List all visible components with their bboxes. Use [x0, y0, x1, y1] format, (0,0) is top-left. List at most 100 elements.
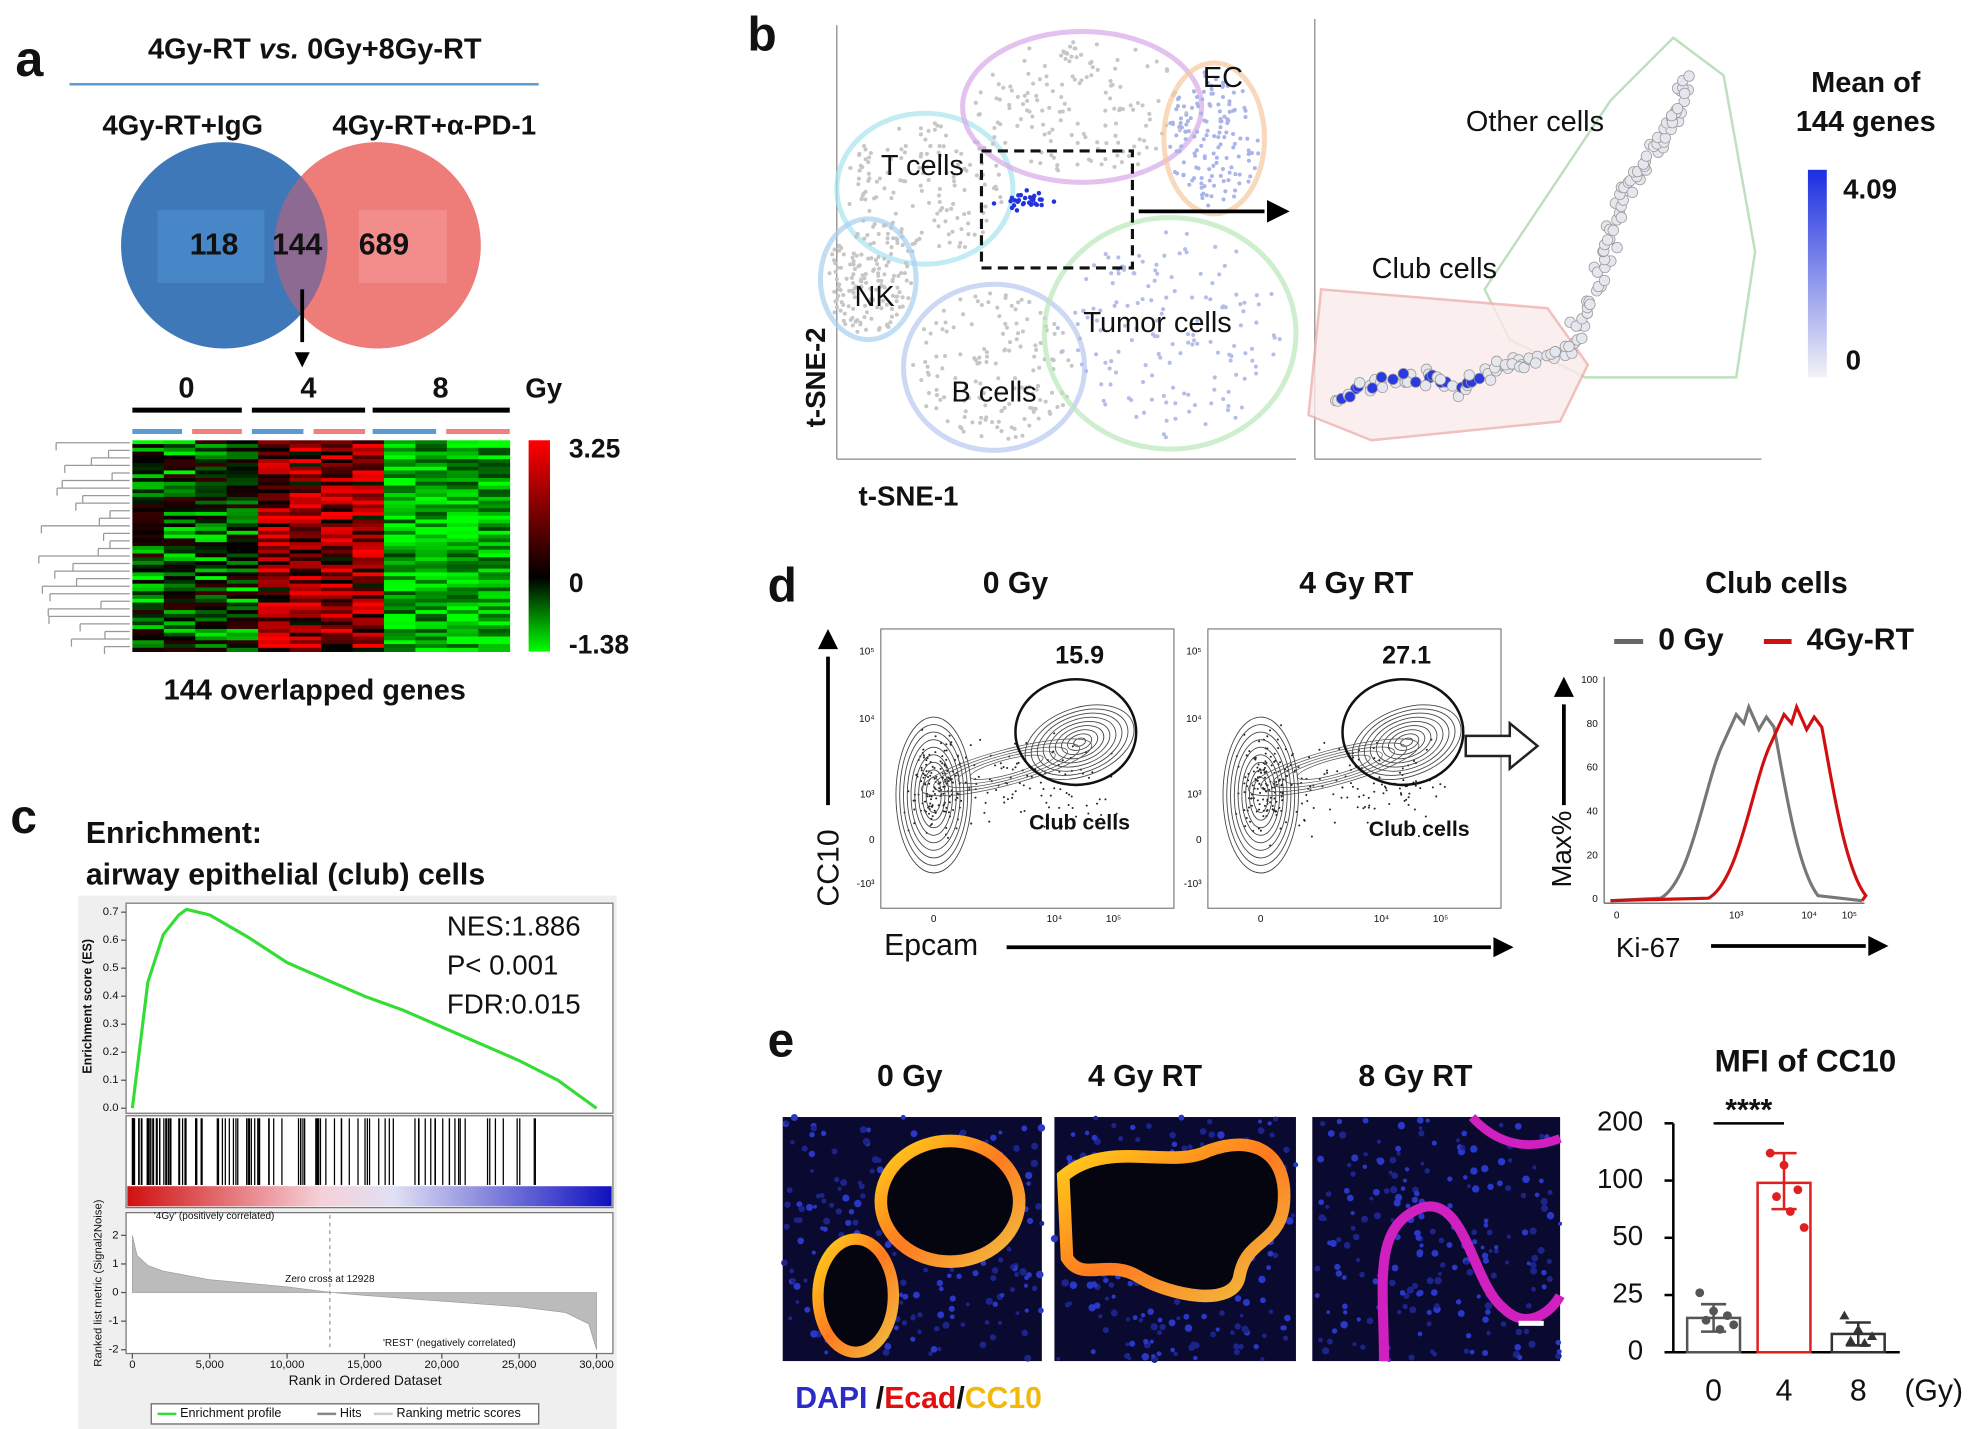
event-dot [1258, 803, 1261, 806]
cell-dot [981, 391, 986, 396]
heatmap-cell [163, 444, 196, 449]
nucleus [1269, 1132, 1275, 1138]
cell-dot [1016, 300, 1021, 305]
nucleus [1340, 1321, 1348, 1329]
nucleus [1483, 1218, 1489, 1224]
cell-dot [1042, 63, 1047, 68]
heatmap-cell [446, 553, 479, 558]
nucleus [1234, 1323, 1241, 1330]
cell-dot [1145, 64, 1150, 69]
heatmap-cell [195, 542, 228, 547]
event-dot [1011, 768, 1014, 771]
nucleus [1258, 1275, 1266, 1284]
event-dot [1407, 796, 1410, 799]
nucleus [1397, 1121, 1406, 1130]
chart-subtitle: airway epithelial (club) cells [86, 859, 485, 892]
heatmap-cell [258, 511, 290, 517]
heatmap-cell [132, 628, 165, 634]
cell-dot [1213, 77, 1218, 82]
event-dot [1250, 797, 1253, 800]
cell-dot [951, 201, 956, 206]
event-dot [931, 804, 934, 807]
heatmap-cell [195, 576, 228, 581]
event-dot [945, 826, 948, 829]
heatmap-cell [289, 602, 322, 607]
flow-tick-label: 10⁵ [859, 646, 874, 657]
heatmap-cell [478, 613, 511, 619]
heatmap-cell [478, 527, 511, 532]
nucleus [837, 1186, 842, 1191]
cell-dot [842, 311, 847, 316]
event-dot [940, 742, 943, 745]
cell-dot [923, 359, 928, 364]
nucleus [1021, 1125, 1028, 1132]
heatmap-cell [383, 636, 416, 641]
cell-dot [851, 262, 856, 267]
event-dot [1414, 784, 1417, 787]
venn-count: 689 [359, 229, 409, 262]
cell-dot [903, 144, 908, 149]
y-tick-label: 50 [1612, 1220, 1643, 1251]
cell-dot [1199, 185, 1204, 190]
nucleus [840, 1179, 848, 1187]
hist-tick-label: 10⁵ [1842, 910, 1857, 921]
nucleus [869, 1168, 875, 1174]
cell-dot [961, 312, 966, 317]
cell-dot [944, 208, 949, 213]
annotation: '4Gy' (positively correlated) [154, 1211, 275, 1222]
event-dot [1385, 789, 1388, 792]
nucleus [1526, 1261, 1531, 1266]
heatmap-cell [352, 549, 385, 554]
nucleus [803, 1278, 808, 1283]
heatmap-cell [258, 451, 290, 456]
heatmap-cell [226, 602, 259, 607]
heatmap-cell [446, 485, 479, 490]
cell-dot [1050, 127, 1055, 132]
cell-dot [1016, 331, 1021, 336]
heatmap-cell [195, 538, 228, 543]
cell-dot [967, 396, 972, 401]
arrow-head [817, 628, 839, 650]
cell-dot [1184, 122, 1189, 127]
heatmap-cell [163, 466, 196, 471]
plot-title: 0 Gy [983, 567, 1049, 600]
cell-dot [1051, 199, 1057, 204]
nucleus [1350, 1171, 1356, 1177]
heatmap-cell [321, 515, 353, 520]
heatmap-cell [478, 621, 511, 626]
cell-dot [1131, 271, 1136, 276]
heatmap-cell [321, 504, 353, 509]
nucleus [852, 1219, 859, 1226]
heatmap-cell [163, 515, 196, 520]
heatmap-cell [195, 459, 228, 464]
event-dot [1045, 818, 1048, 821]
cell-dot [1201, 89, 1206, 94]
cell-dot [947, 240, 952, 245]
heatmap-cell [446, 568, 479, 573]
event-dot [1348, 764, 1351, 767]
heatmap-cell [132, 587, 165, 592]
heatmap-cell [289, 583, 322, 588]
contour [1230, 731, 1292, 859]
cell-dot [969, 322, 974, 327]
contour [1030, 708, 1129, 776]
heatmap-cell [478, 553, 511, 558]
nucleus [1334, 1263, 1341, 1271]
cell-dot [1141, 380, 1146, 385]
heatmap-cell [289, 519, 322, 524]
cell-dot [1218, 125, 1223, 130]
heatmap-cell [415, 470, 448, 475]
heatmap-cell [478, 576, 511, 581]
cell-dot [1055, 325, 1060, 331]
hist-tick-label: 10⁴ [1801, 910, 1817, 921]
cell-dot [827, 271, 832, 276]
lumen [812, 1233, 900, 1358]
nucleus [1173, 1351, 1178, 1357]
cell-dot [1027, 109, 1032, 114]
cell-dot [1060, 403, 1066, 408]
cell-dot [877, 266, 882, 271]
heatmap-cell [195, 462, 228, 468]
heatmap-cell [258, 440, 290, 445]
heatmap-cell [226, 640, 259, 645]
cell-dot [862, 276, 867, 281]
